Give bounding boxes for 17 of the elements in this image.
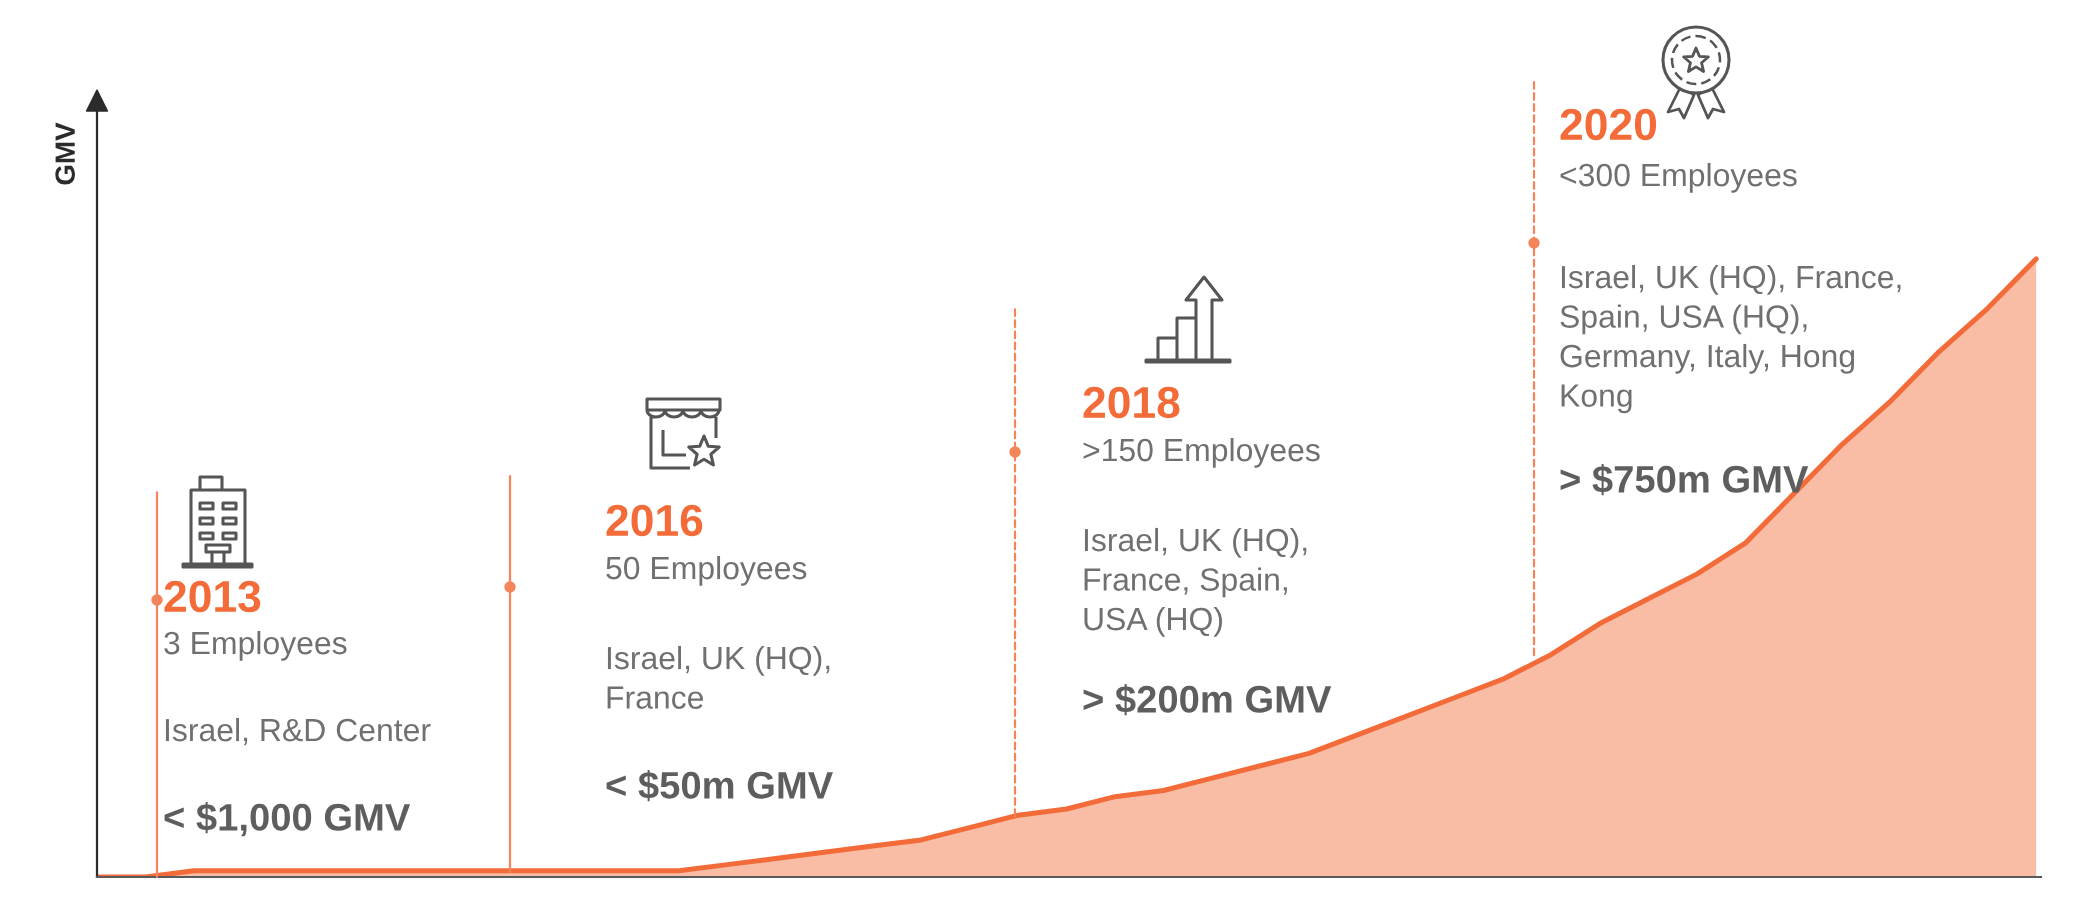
text: 2020 — [1560, 108, 1657, 141]
annotation: Israel, R&D Center — [165, 717, 431, 746]
annotation: Israel, UK (HQ), France, Spain, USA (HQ), Germany, Italy, Hong Kong — [1560, 264, 1901, 414]
y-axis-title: GMV — [55, 122, 75, 185]
annotation: 2018 — [1083, 386, 1180, 419]
annotation: >150 Employees — [1083, 437, 1320, 468]
annotation: Israel, UK (HQ), France, Spain, USA (HQ) — [1084, 527, 1307, 637]
annotation: Israel, UK (HQ), France — [607, 645, 830, 709]
annotation: > $200m GMV — [1083, 684, 1332, 716]
annotation: 2016 — [606, 504, 703, 537]
annotation: 3 Employees — [164, 630, 347, 661]
annotation: 50 Employees — [606, 555, 807, 586]
text: <300 Employees — [1560, 162, 1797, 193]
annotation: < $1,000 GMV — [164, 802, 411, 837]
annotation: 2013 — [164, 580, 261, 613]
annotation: > $750m GMV — [1560, 464, 1809, 496]
annotation: < $50m GMV — [606, 770, 833, 802]
